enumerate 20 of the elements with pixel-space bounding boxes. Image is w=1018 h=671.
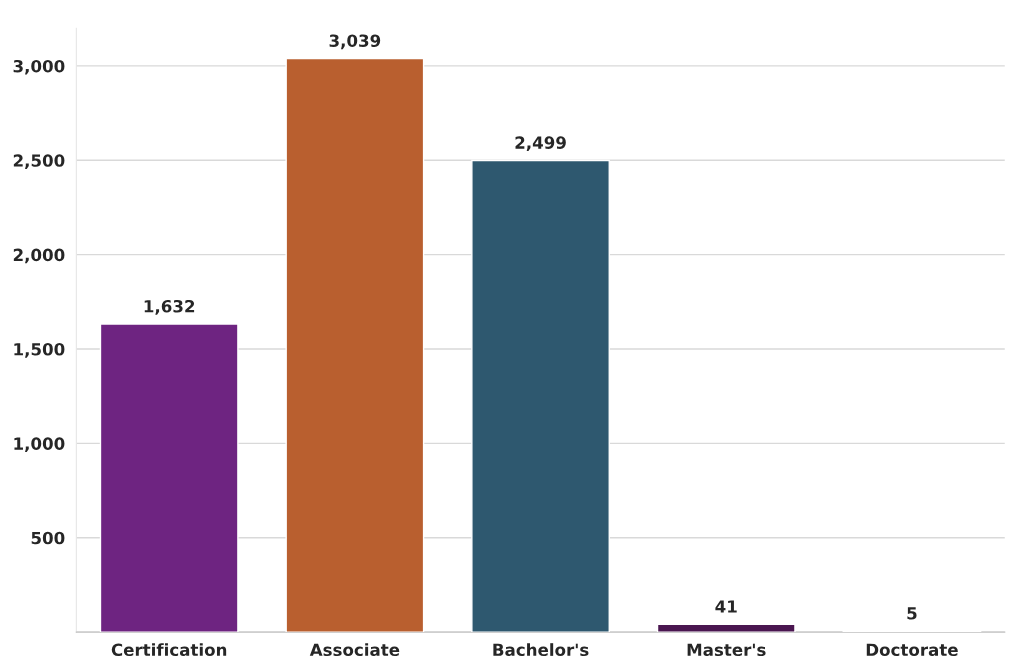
x-tick-label: Associate (309, 643, 400, 657)
bar (285, 57, 425, 633)
x-tick-label: Certification (111, 643, 227, 657)
y-tick-label: 2,500 (13, 154, 65, 169)
x-tick-label: Master's (687, 643, 766, 657)
bar (471, 159, 610, 633)
y-tick-label: 3,000 (13, 59, 65, 75)
x-tick-label: Bachelor's (493, 643, 589, 657)
y-tick-label: 1,000 (14, 437, 65, 453)
bar (656, 623, 796, 633)
x-tick-label: Doctorate (866, 643, 958, 657)
bar (99, 323, 239, 633)
data-label: 41 (715, 600, 737, 613)
y-tick-label: 1,500 (14, 342, 65, 358)
data-label: 1,632 (144, 299, 195, 315)
data-label: 5 (907, 607, 917, 620)
y-tick-label: 2,000 (13, 248, 65, 264)
data-label: 2,499 (515, 136, 566, 152)
y-tick-label: 500 (31, 531, 65, 545)
data-label: 3,039 (329, 34, 381, 50)
